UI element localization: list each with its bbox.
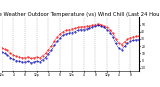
- Title: Milwaukee Weather Outdoor Temperature (vs) Wind Chill (Last 24 Hours): Milwaukee Weather Outdoor Temperature (v…: [0, 12, 160, 17]
